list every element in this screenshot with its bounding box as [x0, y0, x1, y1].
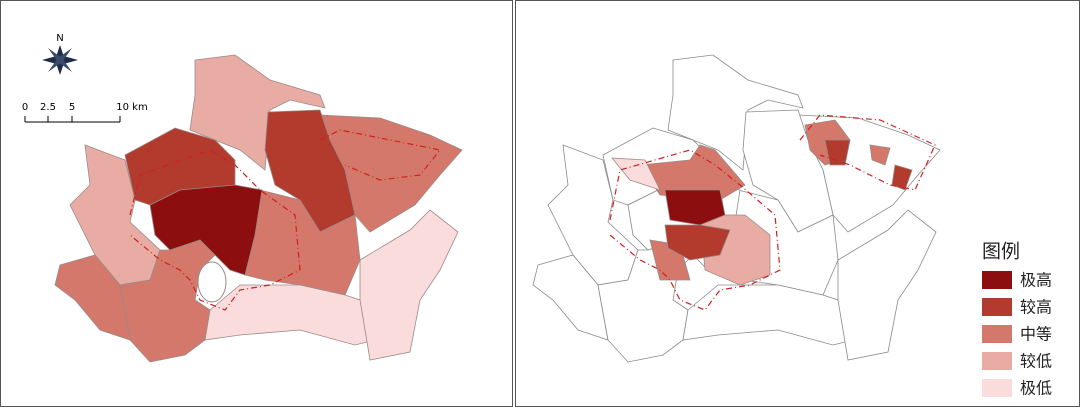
scale-label: 5 — [69, 102, 75, 113]
legend-label: 极低 — [1020, 379, 1052, 398]
boundary — [799, 114, 936, 191]
scale-label: 10 km — [116, 102, 147, 113]
boundary — [609, 149, 781, 311]
boundary — [129, 149, 301, 311]
compass-label: N — [56, 33, 63, 44]
region — [189, 54, 326, 171]
scale-label: 2.5 — [40, 102, 56, 113]
region — [119, 239, 216, 363]
region — [891, 164, 913, 191]
region — [664, 224, 731, 261]
right-highlights — [609, 114, 936, 311]
region — [149, 184, 263, 276]
district-outline — [532, 254, 609, 341]
region — [664, 189, 726, 226]
legend-title: 图例 — [982, 241, 1020, 263]
region — [611, 157, 661, 191]
scale-label: 0 — [22, 102, 28, 113]
compass-star — [48, 48, 72, 72]
lake — [197, 261, 227, 303]
scale-bar: 0 2.5 5 10 km — [22, 102, 148, 123]
district-outline — [667, 54, 804, 171]
legend-label: 较低 — [1020, 352, 1052, 371]
region — [54, 254, 131, 341]
district-outline — [837, 209, 937, 361]
compass: N — [42, 33, 78, 75]
region — [359, 209, 459, 361]
legend-swatch — [982, 325, 1012, 343]
legend-swatch — [982, 271, 1012, 289]
legend-label: 中等 — [1020, 325, 1052, 344]
legend-swatch — [982, 379, 1012, 397]
left-map — [54, 54, 463, 363]
legend-label: 极高 — [1020, 271, 1052, 290]
boundary — [319, 129, 442, 181]
region — [869, 144, 891, 166]
legend-swatch — [982, 352, 1012, 370]
legend-swatch — [982, 298, 1012, 316]
legend-label: 较高 — [1020, 298, 1052, 317]
